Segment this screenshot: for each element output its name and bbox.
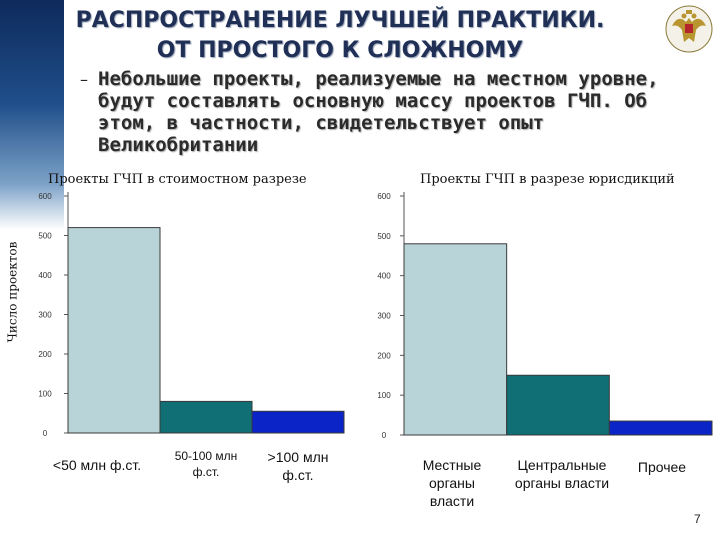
chart2-bar <box>506 374 610 436</box>
chart2-category-label: Прочее <box>637 459 687 475</box>
chart1-y-tick-label: 0 <box>43 429 48 438</box>
chart1-title: Проекты ГЧП в стоимостном разрезе <box>48 172 307 187</box>
side-gradient-bar <box>0 0 64 230</box>
chart2-category-label: Местные органы власти <box>422 457 482 509</box>
chart2-bar <box>608 420 713 436</box>
page-number: 7 <box>694 512 701 526</box>
slide-title-line2: ОТ ПРОСТОГО К СЛОЖНОМУ <box>156 38 524 63</box>
slide-title-line1: РАСПРОСТРАНЕНИЕ ЛУЧШЕЙ ПРАКТИКИ. <box>75 8 605 33</box>
chart2-y-tick-label: 300 <box>377 312 391 321</box>
bullet-text: Небольшие проекты, реализуемые на местно… <box>98 68 659 156</box>
chart1-y-tick-label: 500 <box>38 232 52 241</box>
chart2-y-tick-label: 0 <box>382 431 387 440</box>
chart1-y-tick-label: 400 <box>38 271 52 280</box>
chart2-y-tick-label: 500 <box>377 232 391 241</box>
chart2-category-label: Центральные органы власти <box>514 457 610 491</box>
chart2-y-tick-label: 600 <box>377 192 391 201</box>
chart1-bar <box>251 410 345 434</box>
chart1-y-tick-label: 200 <box>38 350 52 359</box>
chart1-y-tick-label: 100 <box>38 390 52 399</box>
slide-title: РАСПРОСТРАНЕНИЕ ЛУЧШЕЙ ПРАКТИКИ. ОТ ПРОС… <box>60 6 620 66</box>
chart1-category-label: <50 млн ф.ст. <box>52 457 142 473</box>
chart2-y-tick-label: 400 <box>377 272 391 281</box>
chart1-category-label: 50-100 млн ф.ст. <box>174 449 238 479</box>
chart2-title: Проекты ГЧП в разрезе юрисдикций <box>420 172 675 187</box>
eagle-emblem-icon <box>665 5 713 53</box>
chart2-y-tick-label: 200 <box>377 351 391 360</box>
chart2-bar <box>403 243 508 436</box>
bullet-marker: – <box>80 70 88 89</box>
chart1-bar <box>67 227 161 434</box>
chart1-category-label: >100 млн ф.ст. <box>267 449 329 483</box>
chart1-y-tick-label: 600 <box>38 192 52 201</box>
chart2-y-tick-label: 100 <box>377 391 391 400</box>
chart1-y-tick-label: 300 <box>38 311 52 320</box>
